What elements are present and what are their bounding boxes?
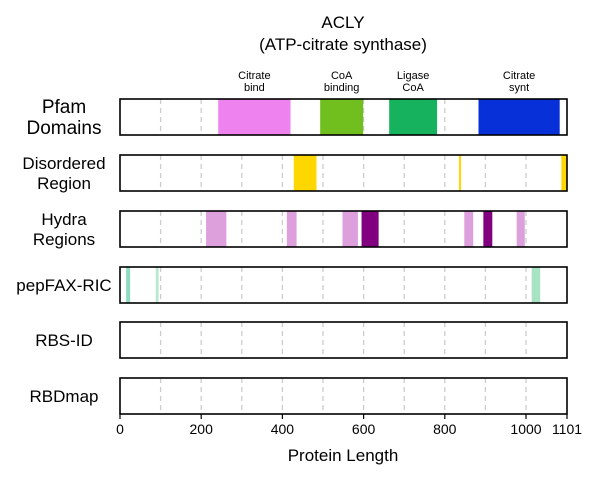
segment — [293, 155, 317, 191]
segment — [155, 267, 159, 303]
domain-label-line: Citrate — [503, 70, 535, 82]
segment — [483, 211, 493, 247]
track-frame — [119, 98, 568, 136]
track-background — [120, 378, 567, 414]
segment — [126, 267, 131, 303]
domain-label-line: bind — [244, 82, 265, 94]
track-3: pepFAX-RIC — [16, 266, 568, 304]
domain-label-line: CoA — [402, 82, 424, 94]
track-label: Disordered Region — [22, 154, 105, 193]
segment — [342, 211, 358, 247]
domain-label: Ligase CoA — [397, 70, 429, 94]
segment — [531, 267, 541, 303]
track-label-line: Domains — [27, 118, 102, 139]
track-label-line: Region — [37, 174, 91, 193]
x-tick-label: 0 — [116, 421, 124, 437]
chart-title-group: ACLY (ATP-citrate synthase) — [259, 13, 427, 54]
x-tick-label: 1000 — [510, 421, 541, 437]
track-background — [120, 267, 567, 303]
track-label-line: Disordered — [22, 154, 105, 173]
track-label: RBS-ID — [35, 331, 93, 350]
domain-label-line: CoA — [331, 70, 353, 82]
track-frame — [119, 266, 568, 304]
track-label: pepFAX-RIC — [16, 276, 111, 295]
domain-label-line: synt — [509, 82, 529, 94]
track-frame — [119, 210, 568, 248]
domain-label: CoA binding — [324, 70, 359, 94]
track-5: RBDmap — [30, 377, 568, 415]
x-tick-label: 200 — [190, 421, 214, 437]
segment — [478, 99, 560, 135]
x-tick-label: 800 — [433, 421, 457, 437]
track-label: Pfam Domains — [27, 97, 102, 139]
track-label-line: Hydra — [41, 210, 87, 229]
track-label-line: pepFAX-RIC — [16, 276, 111, 295]
track-frame — [119, 377, 568, 415]
track-label-line: RBS-ID — [35, 331, 93, 350]
segment — [218, 99, 291, 135]
track-background — [120, 155, 567, 191]
domain-label-line: Citrate — [238, 70, 270, 82]
track-2: Hydra Regions — [33, 210, 568, 249]
x-axis: 0 200 400 600 800 1000 1101 — [116, 414, 582, 437]
x-tick-label: 400 — [271, 421, 295, 437]
segment — [464, 211, 474, 247]
track-label-line: Pfam — [42, 97, 86, 118]
track-1: Disordered Region — [22, 154, 568, 193]
track-label-line: Regions — [33, 230, 95, 249]
track-frame — [119, 321, 568, 359]
track-background — [120, 322, 567, 358]
domain-label-line: Ligase — [397, 70, 429, 82]
segment — [320, 99, 364, 135]
x-tick-label: 1101 — [552, 421, 582, 437]
chart-title: ACLY — [321, 13, 364, 32]
segment — [459, 155, 462, 191]
track-label: RBDmap — [30, 387, 99, 406]
segment — [561, 155, 567, 191]
domain-label: Citrate synt — [503, 70, 535, 94]
track-label: Hydra Regions — [33, 210, 95, 249]
domain-label-line: binding — [324, 82, 359, 94]
track-frame — [119, 154, 568, 192]
chart-subtitle: (ATP-citrate synthase) — [259, 35, 427, 54]
segment — [516, 211, 525, 247]
segment — [361, 211, 379, 247]
segment — [389, 99, 438, 135]
segment — [286, 211, 297, 247]
track-4: RBS-ID — [35, 321, 568, 359]
domain-label: Citrate bind — [238, 70, 270, 94]
x-axis-label: Protein Length — [288, 446, 399, 465]
track-label-line: RBDmap — [30, 387, 99, 406]
segment — [206, 211, 227, 247]
x-tick-label: 600 — [352, 421, 376, 437]
